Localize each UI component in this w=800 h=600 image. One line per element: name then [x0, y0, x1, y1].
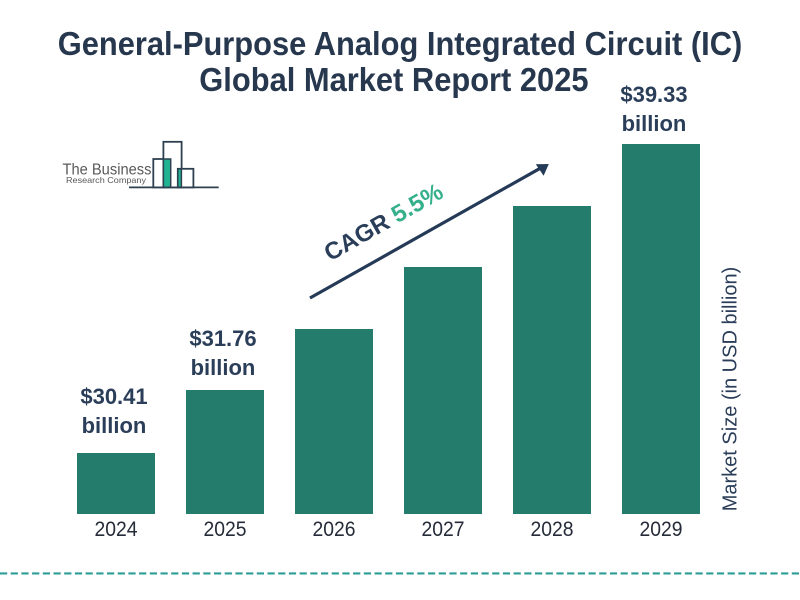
svg-text:Research Company: Research Company	[66, 175, 147, 185]
svg-text:The Business: The Business	[63, 162, 152, 179]
